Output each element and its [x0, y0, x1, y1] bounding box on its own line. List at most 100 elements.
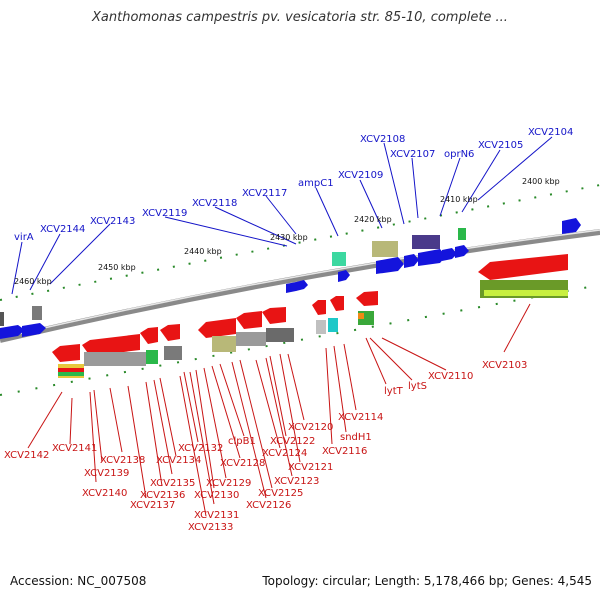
forward-feature-block: [32, 306, 42, 320]
reverse-gene-arrow: [330, 296, 344, 311]
gene-label: XCV2144: [40, 224, 85, 235]
reverse-gene-arrow: [478, 254, 568, 280]
forward-gene-arrow: [338, 270, 350, 282]
gene-label: XCV2103: [482, 360, 527, 371]
accession-text: Accession: NC_007508: [10, 574, 147, 588]
reverse-feature-block: [146, 350, 158, 364]
gene-label: sndH1: [340, 432, 372, 443]
reverse-gene-arrow: [198, 318, 236, 338]
gene-label: XCV2143: [90, 216, 135, 227]
reverse-feature-block: [58, 372, 84, 376]
gene-label: virA: [14, 232, 34, 243]
gene-label: XCV2134: [156, 455, 201, 466]
forward-gene-arrow: [296, 280, 308, 291]
gene-label: XCV2116: [322, 446, 367, 457]
gene-label: XCV2126: [246, 500, 291, 511]
gene-label: XCV2104: [528, 127, 573, 138]
gene-label: XCV2107: [390, 149, 435, 160]
forward-gene-arrow: [562, 218, 581, 234]
gene-label: XCV2110: [428, 371, 473, 382]
forward-strand-features: [0, 218, 581, 339]
kbp-marker: 2450 kbp: [98, 263, 136, 272]
reverse-feature-block: [316, 320, 326, 334]
gene-label: XCV2141: [52, 443, 97, 454]
gene-label: lytS: [408, 381, 427, 392]
reverse-gene-arrow: [312, 300, 326, 315]
kbp-marker: 2440 kbp: [184, 247, 222, 256]
gene-label: XCV2122: [270, 436, 315, 447]
gene-label: XCV2117: [242, 188, 287, 199]
genome-backbone-highlight: [0, 229, 600, 339]
gene-label: XCV2142: [4, 450, 49, 461]
forward-gene-arrow: [404, 254, 419, 268]
gene-label: XCV2131: [194, 510, 239, 521]
kbp-marker: 2430 kbp: [270, 233, 308, 242]
gene-label: ampC1: [298, 178, 334, 189]
forward-feature-block: [458, 228, 466, 240]
gene-label: XCV2121: [288, 462, 333, 473]
gene-label: XCV2123: [274, 476, 319, 487]
reverse-feature-block: [164, 346, 182, 360]
gene-label: XCV2128: [220, 458, 265, 469]
gene-label: XCV2137: [130, 500, 175, 511]
gene-label: XCV2114: [338, 412, 383, 423]
gene-label: XCV2139: [84, 468, 129, 479]
gene-label: XCV2129: [206, 478, 251, 489]
reverse-feature-block: [84, 352, 146, 366]
gene-label: oprN6: [444, 149, 474, 160]
gene-label: XCV2119: [142, 208, 187, 219]
gene-label: XCV2136: [140, 490, 185, 501]
forward-label-group: virA XCV2144 XCV2143 XCV2119 XCV2118 XCV…: [11, 127, 573, 295]
gene-label: XCV2109: [338, 170, 383, 181]
gene-label: XCV2133: [188, 522, 233, 533]
outer-tick-track: [0, 184, 600, 301]
reverse-feature-block: [358, 313, 364, 319]
reverse-strand-features: [52, 254, 568, 378]
reverse-feature-block: [236, 332, 266, 346]
forward-gene-arrow: [376, 257, 404, 274]
gene-label: XCV2120: [288, 422, 333, 433]
reverse-gene-arrow: [160, 324, 180, 341]
reverse-gene-arrow: [262, 307, 286, 324]
reverse-feature-block: [58, 368, 84, 372]
reverse-feature-block: [328, 318, 338, 332]
reverse-label-group: XCV2142 XCV2141 XCV2140 XCV2139 XCV2138 …: [4, 360, 527, 533]
reverse-feature-block: [266, 328, 294, 342]
reverse-feature-block: [484, 290, 568, 296]
gene-label: XCV2124: [262, 448, 307, 459]
forward-feature-block: [412, 235, 440, 249]
forward-gene-arrow: [455, 245, 469, 258]
forward-feature-block: [372, 241, 398, 257]
gene-label: clpB1: [228, 436, 256, 447]
reverse-gene-arrow: [52, 344, 80, 362]
forward-feature-block: [0, 312, 4, 326]
gene-label: XCV2125: [258, 488, 303, 499]
genome-backbone: [0, 229, 600, 343]
gene-label: XCV2118: [192, 198, 237, 209]
reverse-feature-block: [212, 336, 236, 352]
kbp-marker: 2460 kbp: [14, 277, 52, 286]
gene-label: lytT: [384, 386, 404, 397]
reverse-gene-arrow: [82, 334, 140, 356]
gene-label: XCV2132: [178, 443, 223, 454]
forward-gene-arrow: [0, 325, 25, 339]
gene-label: XCV2135: [150, 478, 195, 489]
kbp-marker: 2400 kbp: [522, 177, 560, 186]
gene-label: XCV2130: [194, 490, 239, 501]
reverse-gene-arrow: [236, 311, 262, 329]
gene-label: XCV2108: [360, 134, 405, 145]
reverse-gene-arrow: [356, 291, 378, 306]
gene-label: XCV2140: [82, 488, 127, 499]
forward-gene-arrow: [442, 248, 457, 261]
gene-label: XCV2138: [100, 455, 145, 466]
kbp-marker-group: 2400 kbp 2410 kbp 2420 kbp 2430 kbp 2440…: [14, 177, 560, 286]
genome-summary-text: Topology: circular; Length: 5,178,466 bp…: [262, 574, 592, 588]
kbp-marker: 2410 kbp: [440, 195, 478, 204]
reverse-gene-arrow: [140, 327, 158, 344]
kbp-marker: 2420 kbp: [354, 215, 392, 224]
gene-label: XCV2105: [478, 140, 523, 151]
forward-gene-arrow: [418, 249, 446, 266]
reverse-leader-lines: [27, 303, 531, 517]
forward-gene-arrow: [22, 323, 46, 337]
